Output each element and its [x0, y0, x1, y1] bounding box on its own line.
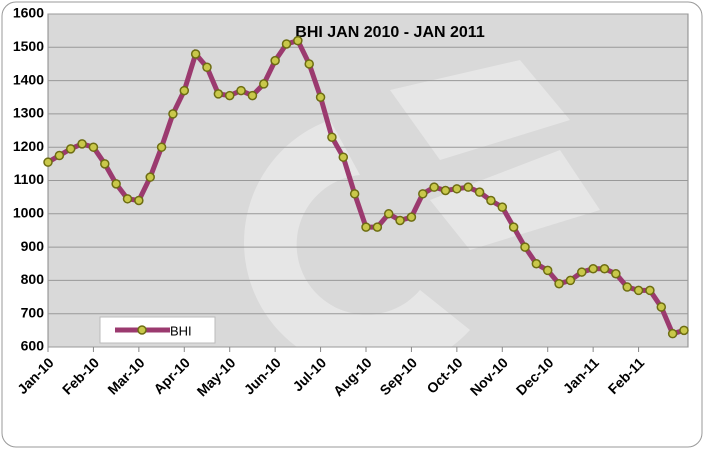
- point-marker: [520, 242, 530, 252]
- point-marker: [611, 268, 621, 279]
- point-marker: [395, 215, 405, 226]
- point-marker: [542, 265, 553, 276]
- legend-label: BHI: [170, 323, 192, 338]
- point-marker: [645, 285, 655, 296]
- point-marker: [508, 222, 519, 232]
- point-marker: [372, 222, 383, 232]
- point-marker: [224, 90, 235, 101]
- point-marker: [43, 157, 53, 167]
- point-marker: [349, 189, 360, 199]
- point-marker: [190, 49, 201, 59]
- point-marker: [281, 39, 292, 49]
- chart-title: BHI JAN 2010 - JAN 2011: [295, 24, 485, 41]
- y-tick-label: 1300: [13, 105, 44, 121]
- y-tick-label: 1500: [13, 38, 44, 54]
- point-marker: [497, 202, 508, 212]
- point-marker: [100, 159, 110, 169]
- point-marker: [474, 187, 485, 197]
- point-marker: [315, 92, 326, 102]
- point-marker: [156, 142, 167, 152]
- point-marker: [338, 152, 349, 162]
- point-marker: [622, 282, 632, 292]
- point-marker: [270, 55, 280, 66]
- y-tick-label: 1100: [14, 171, 45, 187]
- point-marker: [565, 275, 576, 286]
- point-marker: [667, 328, 678, 339]
- y-tick-label: 700: [21, 304, 45, 320]
- grid: [48, 13, 688, 348]
- y-tick-label: 1400: [13, 71, 44, 87]
- point-marker: [247, 90, 258, 101]
- point-marker: [122, 194, 133, 204]
- point-marker: [554, 278, 564, 289]
- y-tick-label: 800: [21, 271, 45, 287]
- point-marker: [577, 267, 587, 277]
- point-marker: [440, 185, 451, 196]
- point-marker: [486, 195, 496, 206]
- point-marker: [134, 195, 144, 206]
- point-marker: [259, 79, 269, 89]
- point-marker: [588, 263, 598, 274]
- point-marker: [679, 325, 689, 336]
- point-marker: [304, 59, 314, 69]
- point-marker: [418, 189, 428, 199]
- point-marker: [406, 212, 417, 222]
- point-marker: [111, 179, 121, 189]
- point-marker: [168, 109, 178, 119]
- point-marker: [293, 35, 303, 46]
- point-marker: [236, 85, 246, 96]
- point-marker: [656, 302, 667, 312]
- y-tick-label: 1000: [13, 205, 44, 221]
- y-tick-label: 600: [21, 338, 45, 354]
- point-marker: [202, 62, 212, 73]
- y-tick-label: 900: [21, 238, 45, 254]
- point-marker: [88, 142, 99, 152]
- point-marker: [361, 222, 371, 232]
- point-marker: [531, 259, 542, 269]
- watermark: [244, 60, 600, 373]
- point-marker: [383, 209, 394, 219]
- legend-marker: [137, 325, 147, 335]
- point-marker: [633, 285, 644, 296]
- point-marker: [599, 263, 610, 274]
- point-marker: [77, 139, 87, 149]
- point-marker: [145, 172, 155, 182]
- point-marker: [213, 89, 224, 99]
- y-tick-label: 1200: [13, 138, 44, 154]
- point-marker: [179, 85, 190, 96]
- y-tick-label: 1600: [13, 5, 44, 21]
- point-marker: [54, 150, 65, 161]
- point-marker: [65, 144, 76, 154]
- point-marker: [452, 184, 462, 194]
- point-marker: [429, 182, 439, 192]
- point-marker: [463, 182, 473, 192]
- point-marker: [327, 132, 337, 142]
